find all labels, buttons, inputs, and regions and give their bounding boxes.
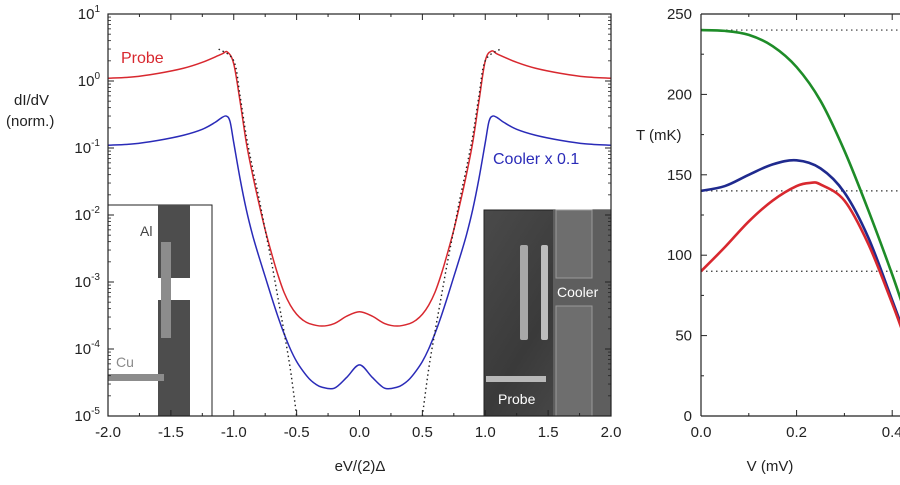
left-y-axis-label-line1: dI/dV xyxy=(14,92,49,109)
x-tick-label: -1.0 xyxy=(221,424,247,441)
temperature-curve-2 xyxy=(701,181,900,329)
x-tick-label: 0.5 xyxy=(412,424,433,441)
probe-curve-label: Probe xyxy=(121,50,164,67)
x-tick-label: 0.0 xyxy=(349,424,370,441)
right-x-tick-label: 0.4 xyxy=(882,424,900,441)
inset-label-probe: Probe xyxy=(498,391,536,407)
x-tick-label: 1.5 xyxy=(538,424,559,441)
right-y-axis-label: T (mK) xyxy=(636,127,682,144)
y-tick-label: 10-4 xyxy=(74,339,100,358)
right-y-tick-label: 50 xyxy=(675,328,692,345)
x-tick-label: 2.0 xyxy=(601,424,622,441)
left-y-axis-label-line2: (norm.) xyxy=(6,113,54,130)
y-tick-label: 10-1 xyxy=(74,138,100,157)
cooler-curve-label: Cooler x 0.1 xyxy=(493,151,579,168)
y-tick-label: 10-2 xyxy=(74,205,100,224)
x-tick-label: -1.5 xyxy=(158,424,184,441)
series-line-1 xyxy=(108,115,611,390)
right-x-tick-label: 0.2 xyxy=(786,424,807,441)
fit-dotted-line-2 xyxy=(218,48,298,416)
x-tick-label: -0.5 xyxy=(284,424,310,441)
right-y-tick-label: 100 xyxy=(667,247,692,264)
inset-label-cooler: Cooler xyxy=(557,284,599,300)
right-x-tick-label: 0.0 xyxy=(691,424,712,441)
right-x-axis-label: V (mV) xyxy=(747,458,794,475)
series-line-0 xyxy=(108,50,611,327)
right-y-tick-label: 200 xyxy=(667,86,692,103)
y-tick-label: 10-5 xyxy=(74,406,100,425)
x-tick-label: -2.0 xyxy=(95,424,121,441)
x-tick-label: 1.0 xyxy=(475,424,496,441)
y-tick-label: 10-3 xyxy=(74,272,100,291)
schematic-inset: Al Cu xyxy=(107,204,213,417)
temperature-curve-0 xyxy=(701,28,900,302)
y-tick-label: 101 xyxy=(78,4,101,23)
right-chart: 0 50 100 150 200 250 0.0 0.2 0.4 T (mK) V (mV) xyxy=(636,6,900,475)
right-y-tick-label: 250 xyxy=(667,6,692,23)
left-x-axis-label: eV/(2)Δ xyxy=(335,458,386,475)
temperature-curve-1 xyxy=(701,158,900,326)
fit-dotted-line-3 xyxy=(421,48,501,416)
inset-label-al: Al xyxy=(140,223,152,239)
inset-label-cu: Cu xyxy=(116,354,134,370)
left-chart: Al Cu Cooler Probe -2.0 -1.5 -1.0 -0.5 0.0 0.… xyxy=(6,4,621,475)
y-tick-label: 100 xyxy=(78,71,101,90)
right-y-tick-label: 0 xyxy=(684,408,692,425)
micrograph-inset: Cooler Probe xyxy=(483,209,612,417)
right-y-tick-label: 150 xyxy=(667,167,692,184)
